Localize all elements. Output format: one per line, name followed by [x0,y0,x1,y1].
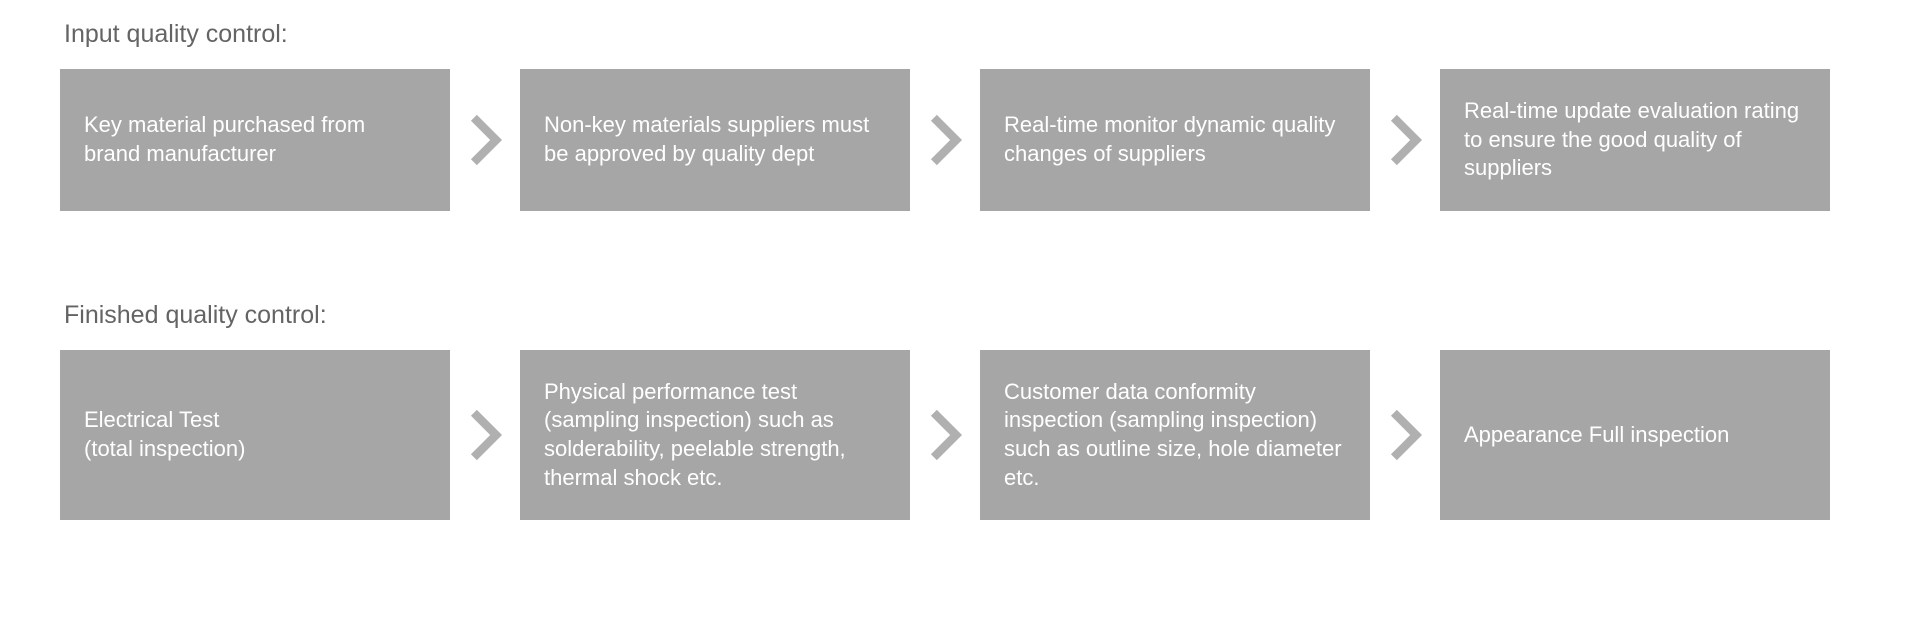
step-text: Key material purchased from brand manufa… [84,111,426,168]
chevron-right-icon [1387,410,1423,460]
flow-arrow [1370,350,1440,520]
step-box: Real-time monitor dynamic quality change… [980,69,1370,211]
step-text: Physical performance test (sampling insp… [544,378,886,492]
chevron-right-icon [1387,115,1423,165]
flow-row: Electrical Test(total inspection) Physic… [60,350,1860,520]
step-text: Non-key materials suppliers must be appr… [544,111,886,168]
step-text: Electrical Test(total inspection) [84,406,245,463]
chevron-right-icon [467,410,503,460]
flow-row: Key material purchased from brand manufa… [60,69,1860,211]
flow-arrow [910,69,980,211]
step-box: Real-time update evaluation rating to en… [1440,69,1830,211]
flow-arrow [450,350,520,520]
step-text: Real-time monitor dynamic quality change… [1004,111,1346,168]
step-text: Real-time update evaluation rating to en… [1464,97,1806,183]
chevron-right-icon [927,410,963,460]
step-text: Customer data conformity inspection (sam… [1004,378,1346,492]
section-title: Input quality control: [60,20,1860,49]
step-box: Appearance Full inspection [1440,350,1830,520]
step-box: Electrical Test(total inspection) [60,350,450,520]
flow-arrow [910,350,980,520]
flow-section: Finished quality control: Electrical Test… [60,301,1860,520]
step-box: Key material purchased from brand manufa… [60,69,450,211]
quality-control-diagram: Input quality control: Key material purch… [60,20,1860,520]
flow-arrow [450,69,520,211]
chevron-right-icon [927,115,963,165]
step-box: Physical performance test (sampling insp… [520,350,910,520]
chevron-right-icon [467,115,503,165]
flow-section: Input quality control: Key material purch… [60,20,1860,211]
flow-arrow [1370,69,1440,211]
step-text: Appearance Full inspection [1464,421,1729,450]
section-title: Finished quality control: [60,301,1860,330]
step-box: Non-key materials suppliers must be appr… [520,69,910,211]
step-box: Customer data conformity inspection (sam… [980,350,1370,520]
